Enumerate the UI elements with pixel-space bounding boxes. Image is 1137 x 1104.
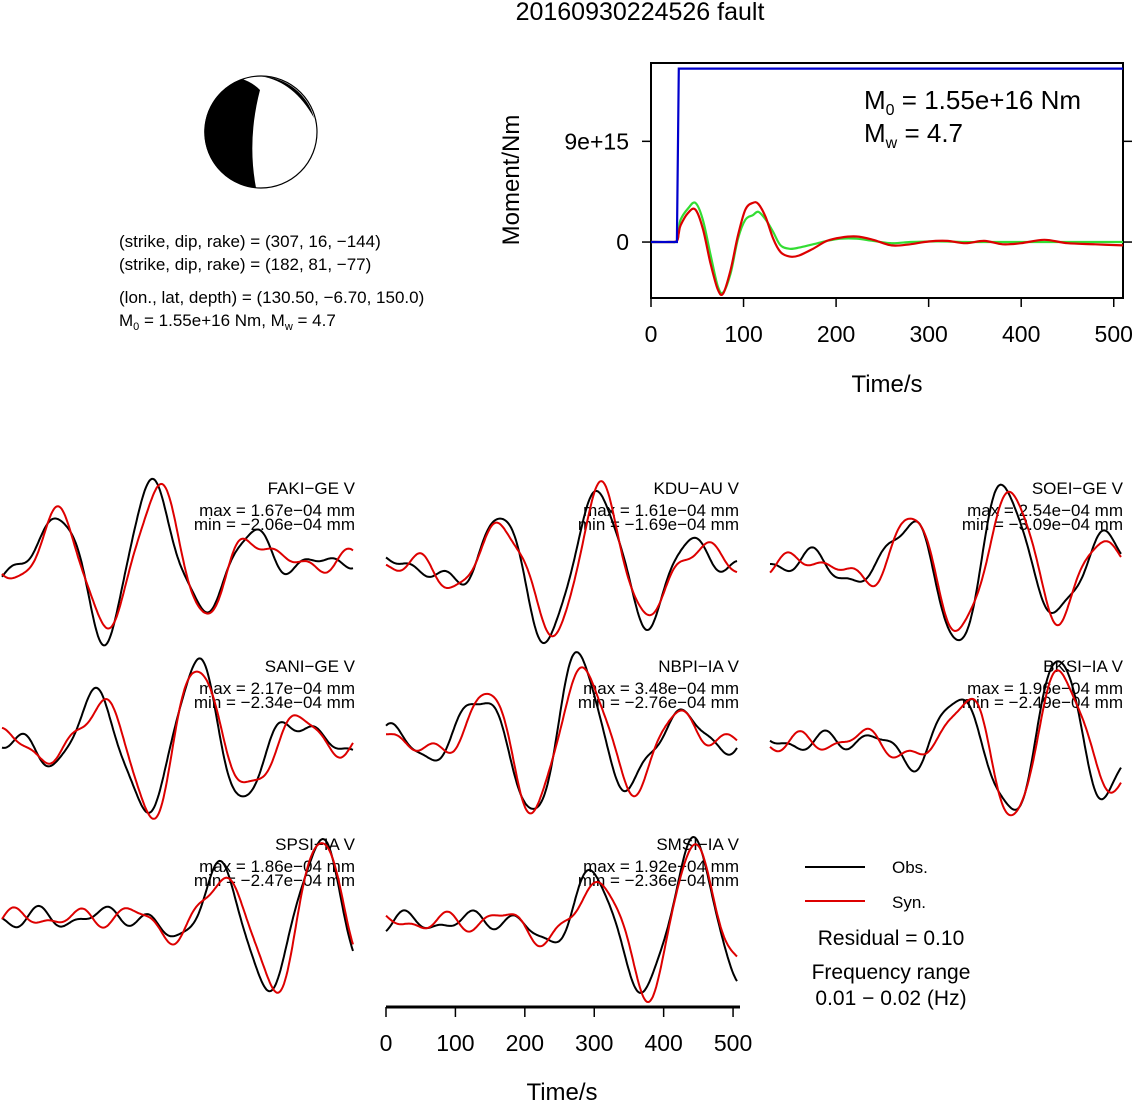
legend-obs-label: Obs. [892, 858, 928, 877]
station-max: max = 3.48e−04 mm [583, 679, 739, 698]
observed-trace [1, 837, 354, 993]
nodal-plane-1: (strike, dip, rake) = (307, 16, −144) [119, 232, 381, 251]
moment-xtick-label: 200 [817, 321, 855, 347]
page-title: 20160930224526 fault [516, 0, 765, 26]
frequency-range-label: Frequency range [812, 961, 971, 984]
magnitude-info: M0 = 1.55e+16 Nm, Mw = 4.7 [119, 311, 336, 333]
moment-ytick-label: 9e+15 [564, 128, 629, 154]
moment-xlabel: Time/s [851, 371, 922, 398]
legend-syn-label: Syn. [892, 893, 926, 912]
station-max: max = 2.17e−04 mm [199, 679, 355, 698]
synthetic-trace [769, 490, 1122, 633]
frequency-range-value: 0.01 − 0.02 (Hz) [815, 987, 966, 1010]
synthetic-trace [386, 666, 738, 815]
station-min: min = −2.06e−04 mm [194, 515, 355, 534]
station-name: SOEI−GE V [1032, 479, 1124, 498]
observed-trace [1, 477, 354, 647]
waveform-time-axis: Time/s 0 100 200 300 400 500 [380, 1005, 752, 1104]
observed-trace [385, 651, 738, 810]
station-min: min = −2.76e−04 mm [578, 693, 739, 712]
station-max: max = 1.67e−04 mm [199, 501, 355, 520]
observed-trace [770, 483, 1122, 642]
moment-xtick-label: 100 [724, 321, 762, 347]
moment-m0-label: M0 = 1.55e+16 Nm [864, 85, 1081, 119]
station-name: SANI−GE V [265, 657, 356, 676]
observed-trace [769, 660, 1122, 811]
moment-series-rate_ref [650, 201, 1123, 295]
synthetic-trace [385, 480, 738, 638]
synthetic-trace [1, 670, 354, 820]
station-max: max = 1.92e−04 mm [583, 857, 739, 876]
legend: Obs. Syn. [805, 858, 928, 912]
moment-xtick-label: 500 [1095, 321, 1133, 347]
hypocenter-info: (lon., lat, depth) = (130.50, −6.70, 150… [119, 288, 424, 307]
station-name: BKSI−IA V [1043, 657, 1124, 676]
synthetic-trace [1, 482, 354, 630]
moment-ylabel: Moment/Nm [498, 115, 525, 246]
station-max: max = 2.54e−04 mm [967, 501, 1123, 520]
station-name: FAKI−GE V [268, 479, 356, 498]
waveform-xtick-label: 500 [714, 1030, 752, 1056]
moment-plot: Moment/Nm Time/s M0 = 1.55e+16 Nm Mw = 4… [498, 62, 1133, 398]
station-min: min = −2.47e−04 mm [194, 871, 355, 890]
station-min: min = −1.69e−04 mm [578, 515, 739, 534]
waveform-xtick-label: 400 [644, 1030, 682, 1056]
moment-series-rate_syn [650, 201, 1124, 296]
moment-ytick-label: 0 [616, 229, 629, 255]
synthetic-trace [1, 842, 354, 994]
waveform-xlabel: Time/s [526, 1079, 597, 1104]
station-min: min = −2.36e−04 mm [578, 871, 739, 890]
moment-xtick-label: 300 [909, 321, 947, 347]
waveform-xtick-label: 300 [575, 1030, 613, 1056]
station-min: min = −3.09e−04 mm [962, 515, 1123, 534]
station-name: NBPI−IA V [658, 657, 739, 676]
moment-plot-frame [650, 62, 1124, 299]
beachball-icon [204, 75, 318, 189]
nodal-plane-2: (strike, dip, rake) = (182, 81, −77) [119, 255, 371, 274]
observed-trace [385, 490, 738, 645]
waveform-xtick-label: 100 [436, 1030, 474, 1056]
station-max: max = 1.86e−04 mm [199, 857, 355, 876]
moment-series-cumulative [651, 67, 1123, 244]
moment-xtick-label: 400 [1002, 321, 1040, 347]
station-name: SPSI−IA V [275, 835, 356, 854]
residual-value: Residual = 0.10 [818, 927, 965, 950]
station-name: KDU−AU V [654, 479, 740, 498]
synthetic-trace [769, 669, 1122, 817]
moment-xtick-label: 0 [645, 321, 658, 347]
synthetic-trace [385, 843, 738, 1004]
station-max: max = 1.61e−04 mm [583, 501, 739, 520]
moment-mw-label: Mw = 4.7 [864, 118, 963, 152]
station-min: min = −2.34e−04 mm [194, 693, 355, 712]
waveform-xtick-label: 200 [506, 1030, 544, 1056]
waveform-xtick-label: 0 [380, 1030, 393, 1056]
